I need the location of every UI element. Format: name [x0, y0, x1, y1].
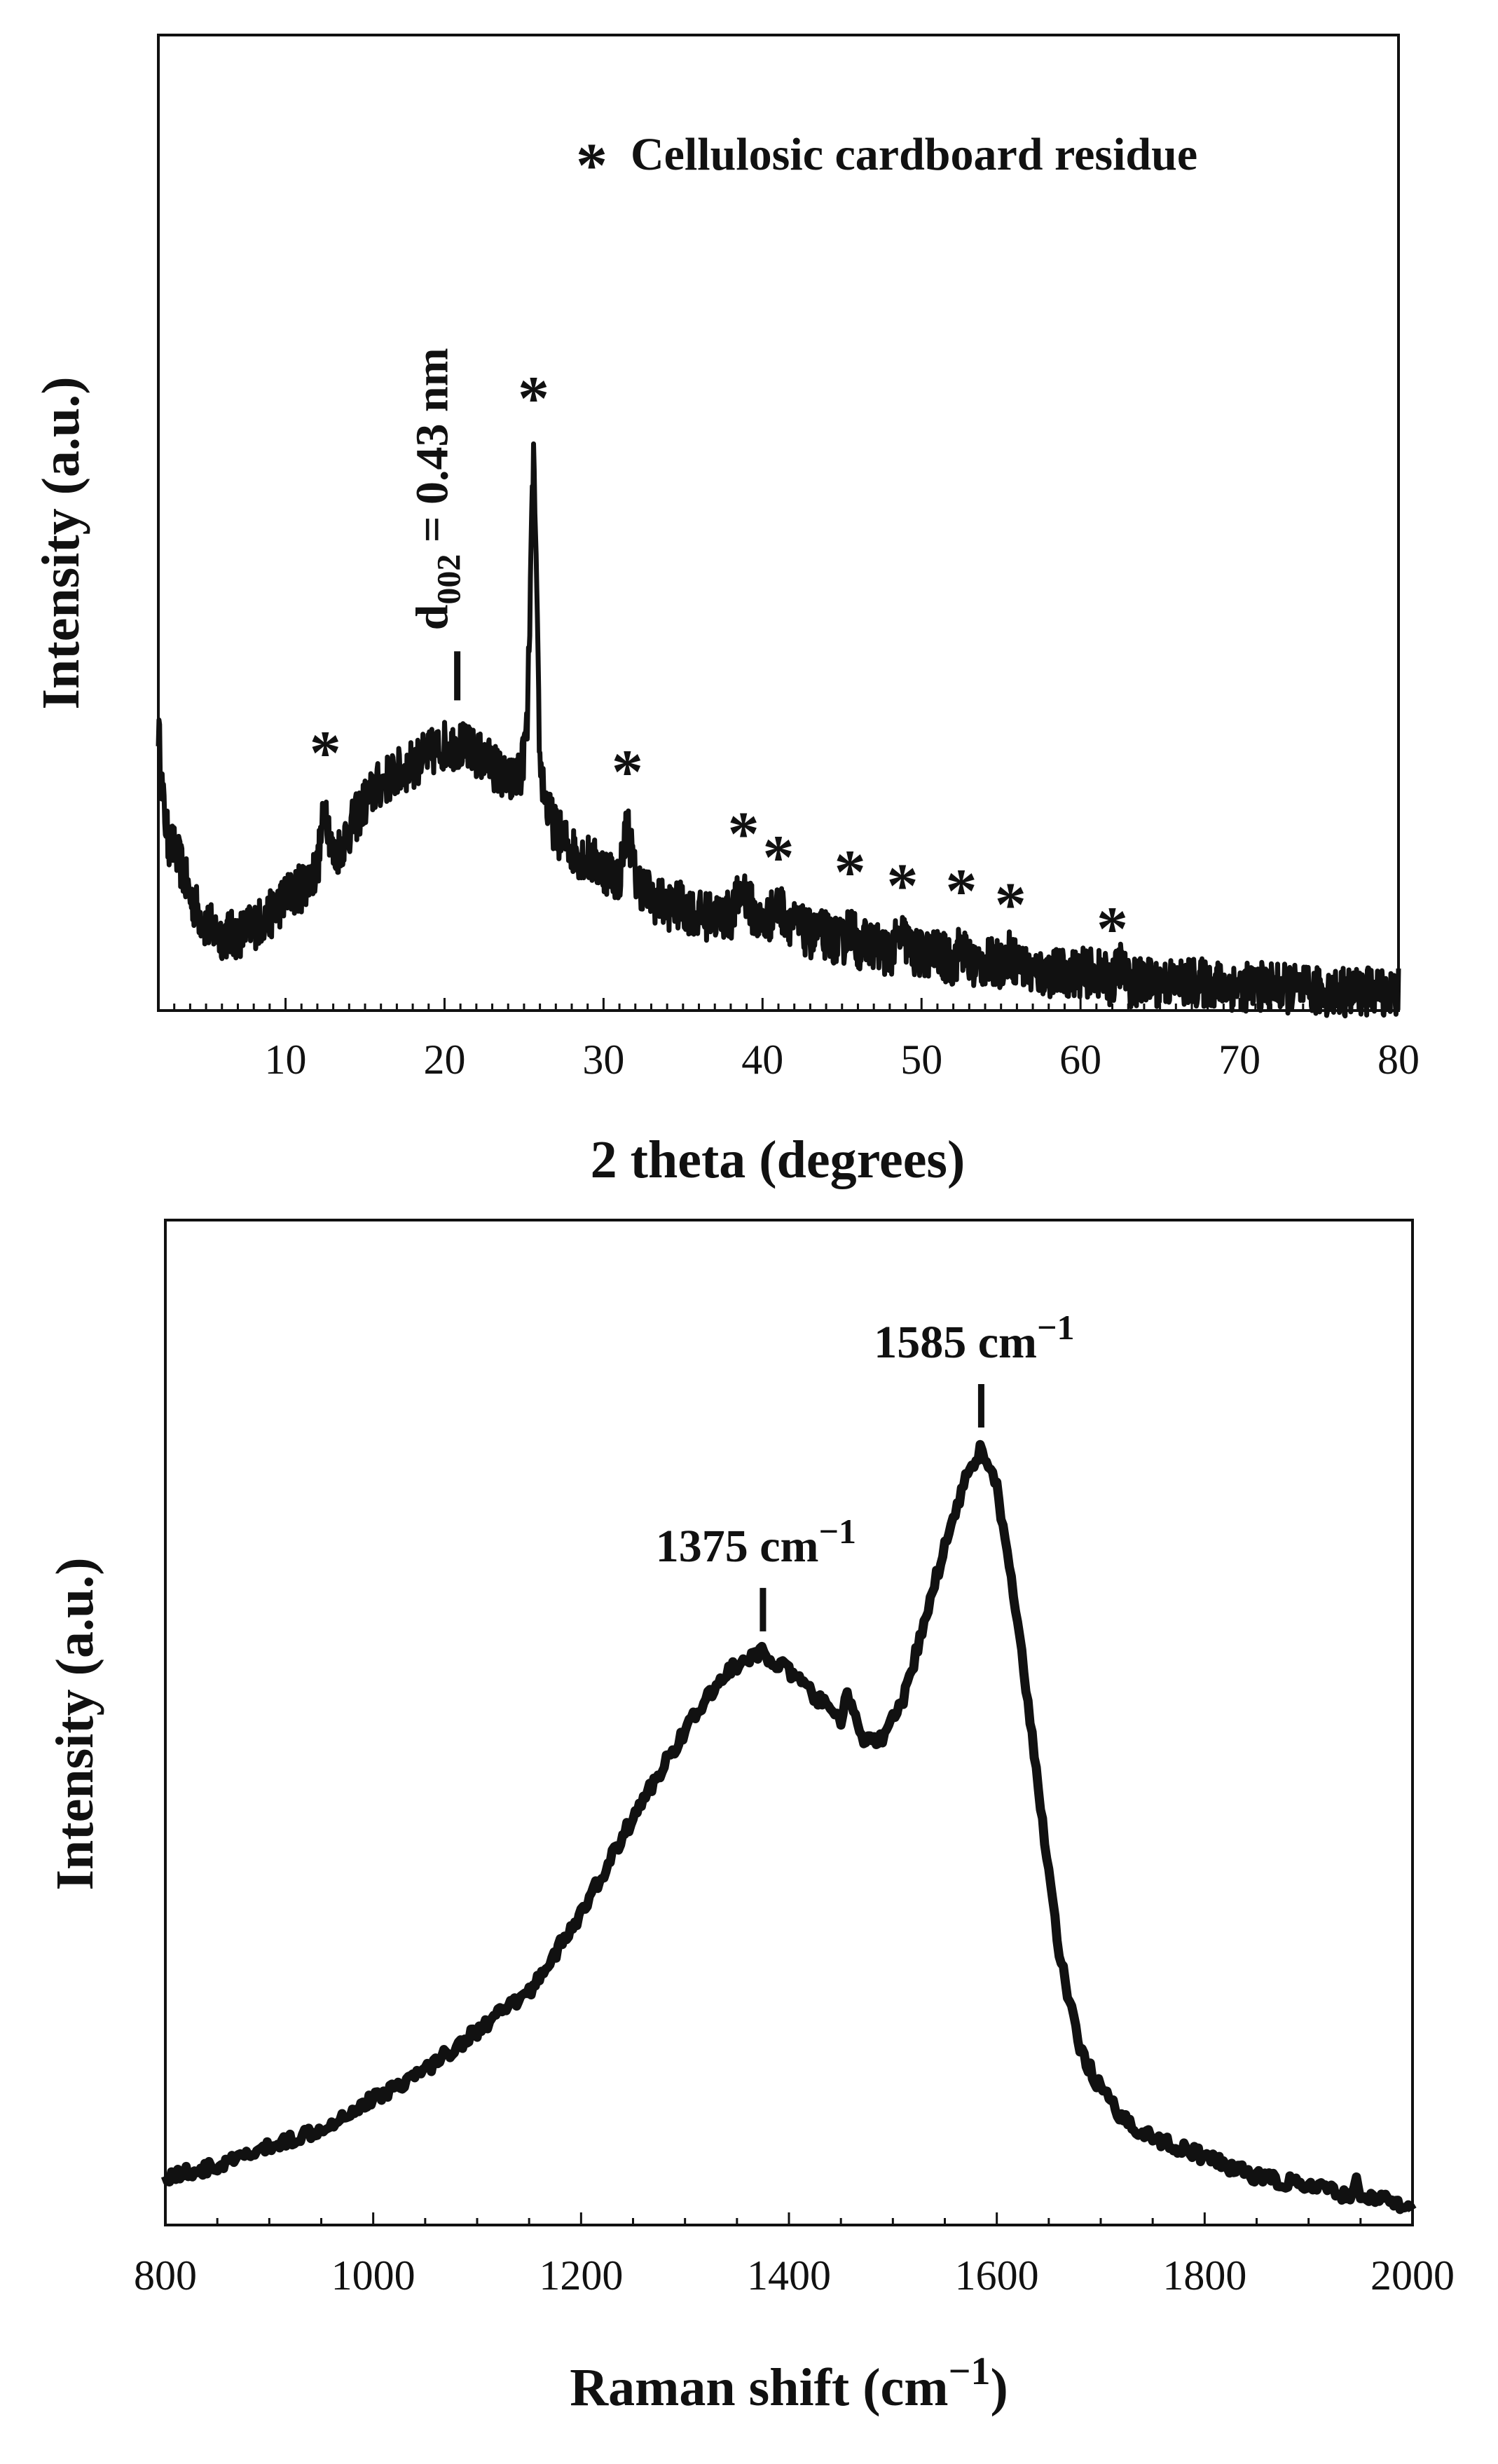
- raman-series-line: [160, 1439, 1417, 2215]
- raman-x-tick-label: 1400: [747, 2252, 831, 2299]
- xrd-x-tick-label: 60: [1059, 1036, 1101, 1083]
- xrd-x-tick-label: 50: [900, 1036, 942, 1083]
- d002-annotation: d002 = 0.43 nm: [407, 348, 468, 630]
- raman-panel: 800 1000 1200 1400 1600 1800 2000 1375 cm−1 158…: [46, 1219, 1455, 2417]
- star-marker-icon: *: [887, 851, 919, 921]
- legend-marker-icon: *: [576, 131, 607, 200]
- star-marker-icon: *: [945, 856, 977, 926]
- raman-x-tick-label: 800: [134, 2252, 197, 2299]
- xrd-x-tick-label: 20: [423, 1036, 465, 1083]
- xrd-x-tick-label: 80: [1377, 1036, 1420, 1083]
- star-marker-icon: *: [1097, 894, 1128, 964]
- raman-x-tick-label: 1600: [955, 2252, 1039, 2299]
- xrd-star-markers: **** * * * * * *: [310, 364, 1128, 964]
- raman-x-axis-title: Raman shift (cm−1): [570, 2350, 1008, 2417]
- xrd-x-tick-label: 70: [1218, 1036, 1260, 1083]
- xrd-x-tick-label: 10: [265, 1036, 307, 1083]
- legend-label: Cellulosic cardboard residue: [631, 129, 1197, 180]
- peak-label: 1585 cm−1: [874, 1308, 1074, 1368]
- xrd-x-ticks: 10 20 30 40 50 60 70 80: [157, 998, 1420, 1083]
- raman-x-ticks: 800 1000 1200 1400 1600 1800 2000: [134, 2212, 1455, 2299]
- xrd-y-axis-title: Intensity (a.u.): [32, 376, 90, 709]
- xrd-x-axis-title: 2 theta (degrees): [591, 1130, 966, 1189]
- star-marker-icon: *: [995, 870, 1026, 940]
- raman-x-tick-label: 2000: [1370, 2252, 1455, 2299]
- raman-x-tick-label: 1000: [331, 2252, 415, 2299]
- raman-y-axis-title: Intensity (a.u.): [46, 1557, 104, 1890]
- star-marker-icon: *: [834, 837, 866, 907]
- xrd-panel: 10 20 30 40 50 60 70 80 **** * * * * * * d002 = 0.43 …: [32, 34, 1420, 1189]
- raman-peak-annotations: 1375 cm−1 1585 cm−1: [656, 1308, 1075, 1631]
- star-marker-icon: *: [518, 364, 549, 433]
- xrd-series-line: [156, 441, 1401, 1019]
- xrd-x-tick-label: 40: [741, 1036, 783, 1083]
- star-marker-icon: *: [728, 800, 760, 869]
- star-marker-icon: *: [310, 719, 341, 788]
- raman-x-tick-label: 1800: [1162, 2252, 1246, 2299]
- star-marker-icon: *: [763, 823, 795, 892]
- raman-x-tick-label: 1200: [539, 2252, 623, 2299]
- xrd-x-tick-label: 30: [582, 1036, 624, 1083]
- raman-plot-frame: [164, 1219, 1414, 2226]
- star-marker-icon: *: [612, 738, 643, 807]
- peak-label: 1375 cm−1: [656, 1512, 856, 1572]
